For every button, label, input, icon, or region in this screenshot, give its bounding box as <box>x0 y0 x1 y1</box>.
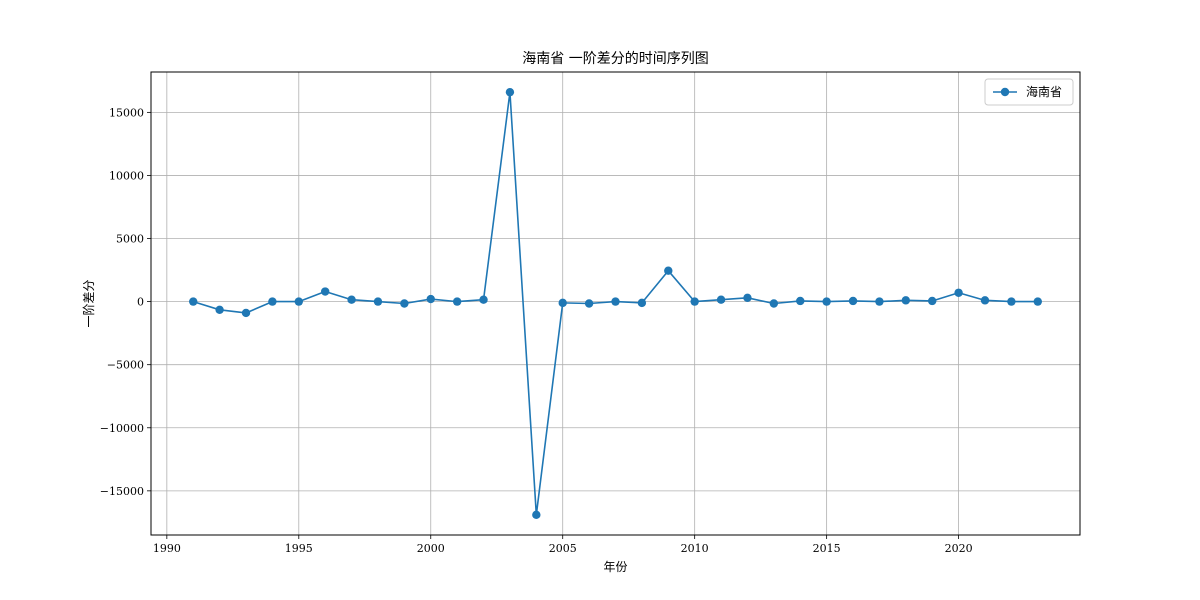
y-tick-label: 10000 <box>109 169 144 182</box>
axis-ticks: 1990 1995 2000 2005 2010 2015 2020 −15000 −10000… <box>100 106 973 555</box>
x-tick-label: 2015 <box>813 542 841 555</box>
series-layer <box>189 87 1042 520</box>
data-point <box>796 296 805 306</box>
data-point <box>611 297 620 306</box>
data-point <box>320 287 330 296</box>
y-tick-label: −10000 <box>100 422 144 435</box>
legend: 海南省 <box>984 78 1074 106</box>
data-point <box>558 298 567 308</box>
data-point <box>928 296 937 306</box>
x-tick-label: 2005 <box>549 542 577 555</box>
data-point <box>901 296 911 305</box>
data-point <box>347 295 356 304</box>
data-point <box>532 510 541 520</box>
data-point <box>716 295 726 304</box>
y-tick-label: 0 <box>137 296 144 309</box>
data-point <box>452 297 462 306</box>
x-tick-label: 2020 <box>945 542 973 555</box>
data-point <box>1007 297 1016 306</box>
legend-label: 海南省 <box>1026 84 1062 99</box>
legend-box <box>984 78 1074 106</box>
data-point <box>241 308 251 318</box>
data-point <box>769 299 779 308</box>
x-tick-label: 2010 <box>681 542 709 555</box>
y-tick-label: −5000 <box>107 359 144 372</box>
data-point <box>664 266 673 275</box>
legend-marker <box>1000 87 1010 97</box>
y-tick-label: −15000 <box>100 485 144 498</box>
data-point <box>584 299 594 308</box>
data-point <box>426 294 435 304</box>
data-point <box>294 297 303 306</box>
y-tick-label: 5000 <box>116 233 144 246</box>
x-tick-label: 1995 <box>285 542 313 555</box>
data-point <box>875 297 884 306</box>
data-point <box>980 296 990 305</box>
y-axis-label: 一阶差分 <box>82 279 96 327</box>
data-point <box>848 296 858 306</box>
data-point <box>268 297 277 306</box>
x-tick-label: 2000 <box>417 542 445 555</box>
data-point <box>637 298 647 308</box>
data-point <box>215 305 224 315</box>
data-point <box>1033 297 1042 306</box>
data-point <box>822 297 831 306</box>
data-point <box>505 87 515 97</box>
data-point <box>189 297 198 306</box>
data-point <box>743 293 752 303</box>
data-point <box>400 299 409 308</box>
y-tick-label: 15000 <box>109 106 144 119</box>
x-axis-label: 年份 <box>603 560 627 574</box>
data-point <box>690 297 699 306</box>
data-point <box>373 297 383 306</box>
x-tick-label: 1990 <box>153 542 181 555</box>
chart-title: 海南省 一阶差分的时间序列图 <box>522 51 708 67</box>
data-point <box>479 295 488 304</box>
data-point <box>954 288 963 297</box>
plot-frame <box>150 71 1081 536</box>
